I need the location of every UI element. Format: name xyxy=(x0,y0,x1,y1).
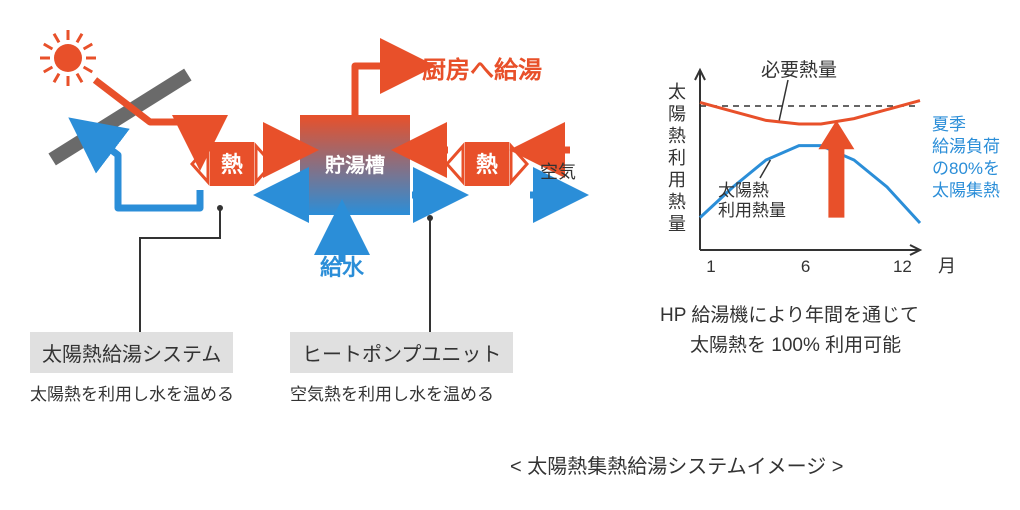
footer-caption: < 太陽熱集熱給湯システムイメージ > xyxy=(510,450,843,479)
svg-text:の80%を: の80%を xyxy=(932,159,1000,178)
svg-text:太陽集熱: 太陽集熱 xyxy=(932,181,1000,200)
air-label: 空気 xyxy=(540,158,576,184)
svg-text:利: 利 xyxy=(668,148,686,168)
svg-text:陽: 陽 xyxy=(668,104,686,124)
solar-system-box-label: 太陽熱給湯システム xyxy=(42,344,221,366)
svg-text:用: 用 xyxy=(668,170,686,190)
heat-pump-box-label: ヒートポンプユニット xyxy=(302,344,501,366)
svg-text:利用熱量: 利用熱量 xyxy=(718,201,786,220)
solar-desc: 太陽熱を利用し水を温める xyxy=(30,380,234,405)
kitchen-label: 厨房へ給湯 xyxy=(422,50,542,85)
svg-text:1: 1 xyxy=(706,257,715,276)
hp-desc: 空気熱を利用し水を温める xyxy=(290,380,494,405)
svg-text:6: 6 xyxy=(801,257,810,276)
svg-text:月: 月 xyxy=(938,256,956,276)
svg-text:熱: 熱 xyxy=(221,152,243,177)
heat-pump-box: ヒートポンプユニット xyxy=(290,332,513,373)
svg-text:必要熱量: 必要熱量 xyxy=(761,59,837,81)
feed-label: 給水 xyxy=(320,250,364,282)
svg-text:貯湯槽: 貯湯槽 xyxy=(325,153,385,177)
svg-text:夏季: 夏季 xyxy=(932,115,966,134)
svg-text:熱: 熱 xyxy=(668,192,686,212)
svg-text:太陽熱: 太陽熱 xyxy=(718,181,769,200)
svg-text:量: 量 xyxy=(668,214,686,234)
hp-note-line1: HP 給湯機により年間を通じて xyxy=(660,300,919,327)
svg-text:給湯負荷: 給湯負荷 xyxy=(932,137,1000,156)
svg-text:12: 12 xyxy=(893,257,912,276)
svg-text:太: 太 xyxy=(668,82,686,102)
svg-text:熱: 熱 xyxy=(476,152,498,177)
svg-text:熱: 熱 xyxy=(668,126,686,146)
solar-system-box: 太陽熱給湯システム xyxy=(30,332,233,373)
hp-note-line2: 太陽熱を 100% 利用可能 xyxy=(690,330,901,357)
